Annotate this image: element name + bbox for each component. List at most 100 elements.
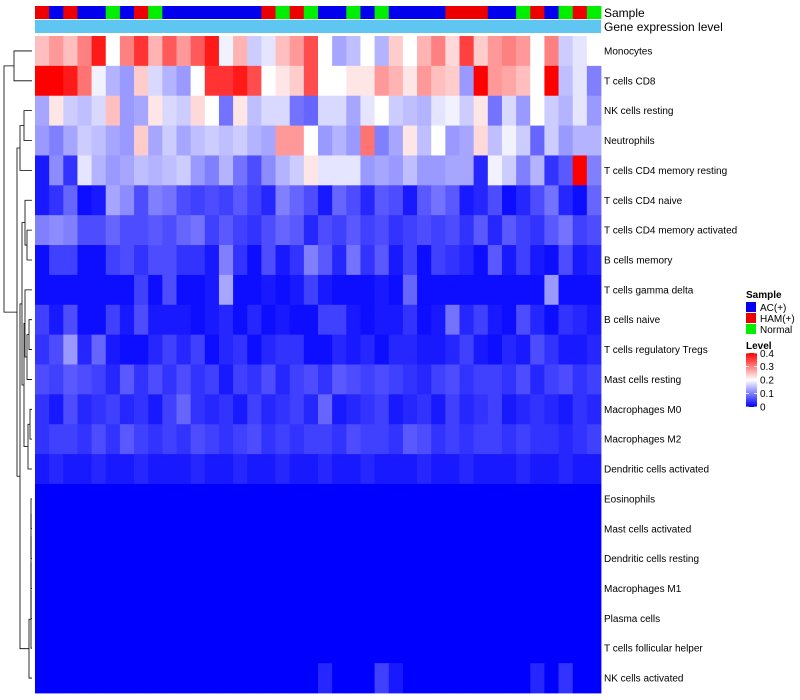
heatmap-cell <box>473 603 489 634</box>
dendrogram-branch <box>30 590 32 649</box>
heatmap-cell <box>218 483 234 515</box>
sample-annotation-cell <box>233 6 248 19</box>
dendrogram-branch <box>19 303 29 650</box>
heatmap-cell <box>558 633 574 664</box>
heatmap-cell <box>247 95 262 126</box>
heatmap-cell <box>572 543 588 574</box>
heatmap-cell <box>275 633 291 664</box>
heatmap-cell <box>501 633 517 664</box>
heatmap-cell <box>77 274 92 306</box>
heatmap-cell <box>176 573 192 604</box>
heatmap-cell <box>544 274 559 306</box>
heatmap-cell <box>275 483 291 515</box>
heatmap-cell <box>233 513 248 545</box>
heatmap-cell <box>473 185 489 216</box>
heatmap-cell <box>190 65 206 97</box>
heatmap-cell <box>261 663 276 694</box>
sample-annotation-cell <box>586 6 602 19</box>
row-label: B cells memory <box>604 255 672 266</box>
heatmap-cell <box>459 274 475 306</box>
heatmap-cell <box>544 334 559 365</box>
heatmap-cell <box>388 65 404 97</box>
heatmap-cell <box>346 454 361 485</box>
heatmap-cell <box>572 125 588 156</box>
heatmap-cell <box>190 334 206 365</box>
heatmap-cell <box>388 274 404 306</box>
heatmap-cell <box>218 245 234 276</box>
heatmap-cell <box>190 364 206 395</box>
sample-annotation-cell <box>388 6 404 19</box>
heatmap-cell <box>105 304 121 336</box>
heatmap-cell <box>572 424 588 455</box>
heatmap-cell <box>501 334 517 365</box>
legend-swatch-ac <box>746 302 756 312</box>
heatmap-cell <box>544 125 559 156</box>
heatmap-cell <box>332 274 347 306</box>
heatmap-cell <box>289 125 305 156</box>
heatmap-cell <box>558 274 574 306</box>
heatmap-cell <box>176 663 192 694</box>
heatmap-cell <box>176 155 192 186</box>
heatmap-cell <box>417 36 432 67</box>
heatmap-cell <box>544 215 559 246</box>
heatmap-cell <box>176 245 192 276</box>
heatmap-cell <box>360 95 375 126</box>
heatmap-cell <box>459 483 475 515</box>
dendrogram-branch <box>26 334 32 380</box>
heatmap-cell <box>530 633 545 664</box>
heatmap-cell <box>459 95 475 126</box>
heatmap-cell <box>459 155 475 186</box>
heatmap-cell <box>134 215 149 246</box>
heatmap-cell <box>445 125 460 156</box>
heatmap-cell <box>417 185 432 216</box>
heatmap-cell <box>374 424 390 455</box>
heatmap-cell <box>360 633 375 664</box>
heatmap-cell <box>445 454 460 485</box>
heatmap-cell <box>162 663 177 694</box>
heatmap-cell <box>176 513 192 545</box>
heatmap-cell <box>176 364 192 395</box>
heatmap-cell <box>275 394 291 425</box>
heatmap-cell <box>516 215 531 246</box>
heatmap-cell <box>148 394 163 425</box>
heatmap-cell <box>303 633 319 664</box>
heatmap-cell <box>558 543 574 574</box>
heatmap-cell <box>49 155 64 186</box>
heatmap-cell <box>374 573 390 604</box>
heatmap-cell <box>119 36 135 67</box>
heatmap-cell <box>218 663 234 694</box>
heatmap-cell <box>289 65 305 97</box>
heatmap-cell <box>247 274 262 306</box>
heatmap-cell <box>544 245 559 276</box>
level-ticks: 0.4 0.3 0.2 0.1 0 <box>746 349 774 414</box>
heatmap-cell <box>473 513 489 545</box>
heatmap-cell <box>459 454 475 485</box>
heatmap-cell <box>332 65 347 97</box>
row-label: T cells follicular helper <box>604 644 703 655</box>
heatmap-cell <box>346 663 361 694</box>
heatmap-cell <box>91 185 107 216</box>
heatmap-cell <box>190 573 206 604</box>
heatmap-cell <box>473 633 489 664</box>
heatmap-cell <box>487 334 503 365</box>
heatmap-cell <box>176 633 192 664</box>
heatmap-cell <box>275 125 291 156</box>
heatmap-cell <box>417 424 432 455</box>
heatmap-cell <box>148 633 163 664</box>
heatmap-cell <box>431 513 446 545</box>
heatmap-cell <box>148 245 163 276</box>
heatmap-cell <box>445 633 460 664</box>
heatmap-cell <box>558 95 574 126</box>
heatmap-cell <box>261 543 276 574</box>
heatmap-cell <box>445 155 460 186</box>
heatmap-cell <box>247 394 262 425</box>
heatmap-cell <box>459 364 475 395</box>
heatmap-cell <box>63 663 78 694</box>
heatmap-cell <box>360 663 375 694</box>
sample-annotation-cell <box>374 6 390 19</box>
heatmap-cell <box>49 513 64 545</box>
heatmap-cell <box>247 334 262 365</box>
heatmap-cell <box>91 573 107 604</box>
heatmap-cell <box>119 334 135 365</box>
heatmap-cell <box>275 245 291 276</box>
